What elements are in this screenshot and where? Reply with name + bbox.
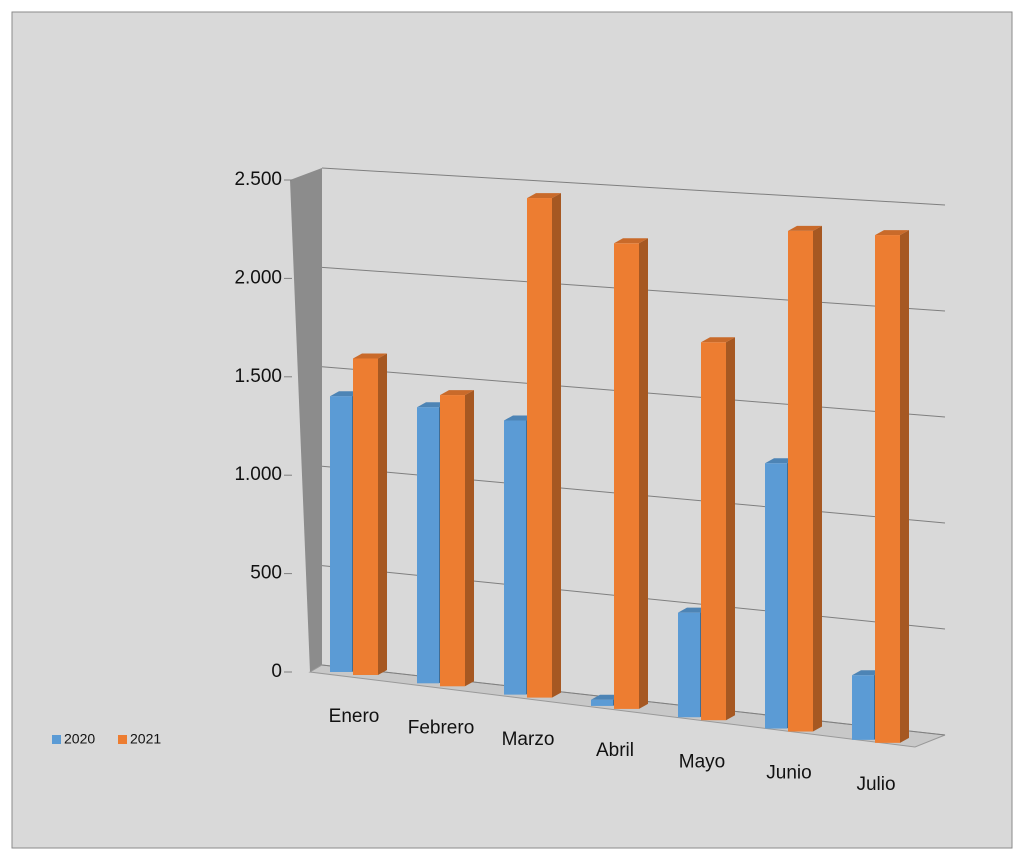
bar-front — [527, 198, 552, 698]
y-tick-label: 2.000 — [234, 267, 282, 288]
x-tick-label: Marzo — [502, 729, 555, 750]
bar-front — [678, 612, 700, 718]
bar-top — [875, 230, 909, 236]
bar — [353, 353, 387, 675]
y-tick-label: 2.500 — [234, 169, 282, 190]
bar-front — [788, 230, 813, 732]
legend-swatch — [52, 735, 61, 744]
x-tick-label: Abril — [596, 740, 634, 761]
bar-top — [788, 225, 822, 231]
bar — [440, 390, 474, 687]
bar-top — [353, 353, 387, 359]
bar-front — [875, 235, 900, 743]
bar-front — [701, 342, 726, 721]
bar — [701, 337, 735, 721]
x-tick-label: Mayo — [679, 751, 725, 772]
bar-front — [353, 358, 378, 675]
bar-side — [465, 390, 474, 687]
bar-front — [591, 699, 613, 706]
legend-label: 2021 — [130, 731, 161, 747]
y-tick-label: 500 — [250, 563, 282, 584]
bar-side — [552, 193, 561, 698]
legend-label: 2020 — [64, 731, 95, 747]
y-tick-label: 1.000 — [234, 464, 282, 485]
bar — [614, 238, 648, 709]
bar-top — [527, 193, 561, 199]
bar-top — [440, 390, 474, 396]
legend-swatch — [118, 735, 127, 744]
y-tick-label: 0 — [271, 661, 282, 682]
side-wall — [290, 168, 322, 672]
bar-side — [813, 225, 822, 732]
bar-front — [417, 407, 439, 684]
bar — [875, 230, 909, 743]
bar-front — [852, 675, 874, 740]
bar — [788, 225, 822, 732]
bar-front — [614, 243, 639, 709]
bar-top — [701, 337, 735, 343]
bar-side — [726, 337, 735, 721]
bar-front — [330, 396, 352, 672]
bar-side — [378, 353, 387, 675]
bar — [527, 193, 561, 698]
x-tick-label: Junio — [766, 763, 811, 784]
x-tick-label: Enero — [329, 706, 380, 727]
bar-side — [900, 230, 909, 743]
bar-side — [639, 238, 648, 709]
bar-front — [504, 420, 526, 695]
bar-front — [765, 463, 787, 729]
x-tick-label: Febrero — [408, 717, 475, 738]
x-tick-label: Julio — [856, 774, 895, 795]
grid-line — [321, 167, 946, 206]
y-tick-label: 1.500 — [234, 366, 282, 387]
bar-top — [614, 238, 648, 244]
bar-front — [440, 395, 465, 687]
